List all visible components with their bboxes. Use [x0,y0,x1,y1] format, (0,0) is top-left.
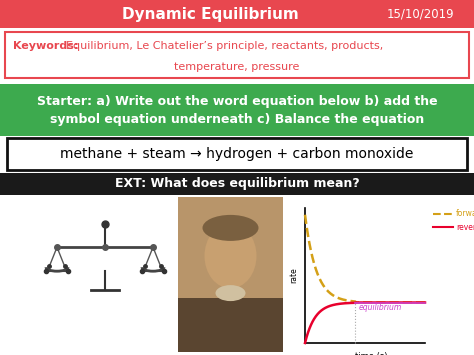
Text: Dynamic Equilibrium: Dynamic Equilibrium [122,6,298,22]
FancyBboxPatch shape [0,0,474,28]
Ellipse shape [202,215,258,241]
Text: temperature, pressure: temperature, pressure [174,62,300,72]
Ellipse shape [204,223,256,288]
Text: rate: rate [289,268,298,283]
Text: forward: forward [456,209,474,218]
FancyBboxPatch shape [178,197,283,352]
Text: EXT: What does equilibrium mean?: EXT: What does equilibrium mean? [115,178,359,191]
Text: equilibrium: equilibrium [358,302,401,311]
Text: 15/10/2019: 15/10/2019 [386,7,454,21]
FancyBboxPatch shape [0,173,474,195]
FancyBboxPatch shape [7,138,467,170]
Text: reverse: reverse [456,223,474,231]
Text: methane + steam → hydrogen + carbon monoxide: methane + steam → hydrogen + carbon mono… [60,147,414,161]
Text: Starter: a) Write out the word equation below b) add the
symbol equation underne: Starter: a) Write out the word equation … [36,94,438,126]
FancyBboxPatch shape [5,32,469,78]
FancyBboxPatch shape [0,28,474,355]
FancyBboxPatch shape [0,84,474,136]
Text: Keywords:: Keywords: [13,41,78,51]
FancyBboxPatch shape [178,298,283,352]
Ellipse shape [216,285,246,301]
Text: time (s): time (s) [355,352,387,355]
Text: Equilibrium, Le Chatelier’s principle, reactants, products,: Equilibrium, Le Chatelier’s principle, r… [66,41,383,51]
